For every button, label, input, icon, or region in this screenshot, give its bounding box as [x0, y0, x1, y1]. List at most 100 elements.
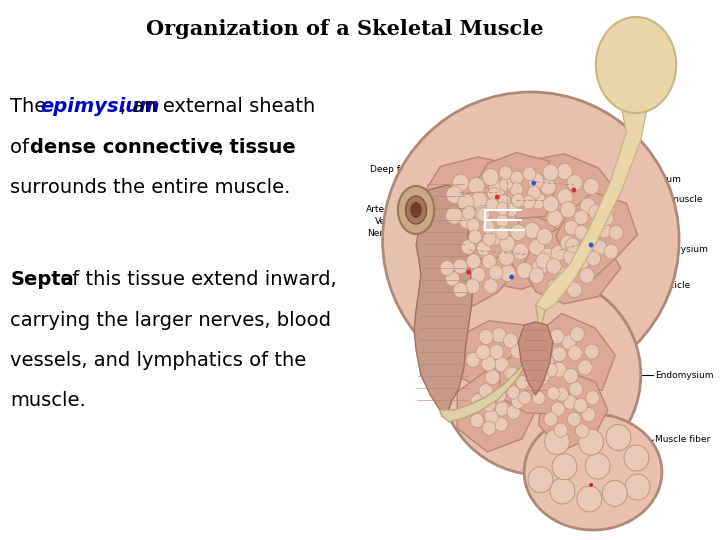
Ellipse shape	[382, 92, 679, 388]
Ellipse shape	[469, 230, 482, 244]
Ellipse shape	[405, 196, 426, 224]
Ellipse shape	[528, 379, 541, 392]
Ellipse shape	[510, 344, 525, 359]
Ellipse shape	[546, 259, 562, 274]
Ellipse shape	[495, 357, 509, 372]
Ellipse shape	[531, 180, 536, 186]
Ellipse shape	[589, 483, 593, 487]
Ellipse shape	[558, 268, 573, 283]
Ellipse shape	[482, 397, 495, 411]
Ellipse shape	[550, 329, 564, 344]
Ellipse shape	[489, 265, 503, 280]
Ellipse shape	[551, 245, 566, 261]
Ellipse shape	[552, 362, 567, 377]
Ellipse shape	[560, 235, 575, 251]
Ellipse shape	[495, 402, 509, 416]
Ellipse shape	[471, 267, 485, 282]
Ellipse shape	[492, 388, 506, 402]
Ellipse shape	[593, 240, 607, 255]
Ellipse shape	[509, 274, 514, 280]
Ellipse shape	[536, 228, 552, 245]
Ellipse shape	[488, 229, 504, 245]
Ellipse shape	[564, 368, 578, 383]
Ellipse shape	[482, 168, 499, 186]
Polygon shape	[457, 370, 536, 452]
Ellipse shape	[555, 387, 568, 401]
Ellipse shape	[513, 244, 528, 260]
Ellipse shape	[467, 218, 480, 232]
Ellipse shape	[492, 328, 506, 343]
Ellipse shape	[604, 244, 618, 259]
Ellipse shape	[466, 279, 480, 294]
Ellipse shape	[585, 344, 599, 359]
Ellipse shape	[567, 282, 582, 298]
Ellipse shape	[453, 259, 467, 274]
Ellipse shape	[524, 414, 662, 530]
Ellipse shape	[459, 212, 475, 229]
Ellipse shape	[552, 454, 577, 480]
Ellipse shape	[547, 387, 560, 400]
Ellipse shape	[544, 412, 557, 426]
Ellipse shape	[462, 240, 475, 254]
Ellipse shape	[540, 248, 556, 264]
Ellipse shape	[446, 271, 459, 286]
Polygon shape	[539, 370, 608, 451]
Ellipse shape	[510, 183, 523, 196]
Polygon shape	[414, 185, 472, 416]
Ellipse shape	[471, 192, 487, 209]
Ellipse shape	[487, 187, 500, 201]
Polygon shape	[518, 322, 553, 395]
Text: Deep fascia: Deep fascia	[371, 165, 423, 174]
Ellipse shape	[530, 193, 546, 209]
Ellipse shape	[586, 390, 599, 405]
Ellipse shape	[562, 335, 576, 350]
Ellipse shape	[523, 167, 536, 180]
Ellipse shape	[476, 345, 490, 360]
Ellipse shape	[495, 194, 500, 199]
Ellipse shape	[498, 195, 510, 208]
Ellipse shape	[504, 366, 518, 381]
Polygon shape	[521, 154, 619, 238]
Ellipse shape	[485, 370, 500, 385]
Text: epimysium: epimysium	[40, 97, 159, 116]
Ellipse shape	[446, 207, 462, 224]
Ellipse shape	[532, 392, 545, 405]
Text: Vein: Vein	[374, 218, 394, 226]
Text: Tendon: Tendon	[462, 113, 495, 122]
Text: The: The	[10, 97, 53, 116]
Ellipse shape	[510, 224, 526, 240]
Ellipse shape	[471, 394, 485, 408]
Ellipse shape	[567, 412, 581, 427]
Polygon shape	[454, 321, 537, 392]
Text: of this tissue extend inward,: of this tissue extend inward,	[54, 270, 337, 289]
Ellipse shape	[575, 245, 590, 259]
Ellipse shape	[560, 201, 576, 218]
Ellipse shape	[545, 363, 557, 377]
Ellipse shape	[574, 399, 588, 413]
Ellipse shape	[516, 376, 528, 389]
Text: Muscle fiber: Muscle fiber	[655, 435, 711, 444]
Ellipse shape	[563, 249, 578, 265]
Ellipse shape	[583, 179, 599, 195]
Ellipse shape	[440, 261, 454, 275]
Ellipse shape	[483, 233, 496, 246]
Ellipse shape	[470, 414, 484, 428]
Ellipse shape	[482, 254, 496, 269]
Ellipse shape	[517, 262, 532, 279]
Ellipse shape	[572, 187, 576, 192]
Ellipse shape	[520, 358, 533, 372]
Ellipse shape	[482, 356, 496, 371]
Ellipse shape	[579, 429, 603, 455]
Ellipse shape	[482, 421, 496, 435]
Ellipse shape	[568, 346, 582, 361]
Ellipse shape	[496, 226, 509, 240]
Ellipse shape	[570, 327, 585, 342]
Ellipse shape	[479, 329, 493, 345]
Polygon shape	[473, 210, 573, 289]
Ellipse shape	[489, 181, 505, 198]
Ellipse shape	[467, 269, 471, 274]
Ellipse shape	[587, 252, 600, 266]
Ellipse shape	[606, 424, 631, 450]
Ellipse shape	[598, 224, 611, 238]
Text: muscle.: muscle.	[10, 392, 86, 410]
